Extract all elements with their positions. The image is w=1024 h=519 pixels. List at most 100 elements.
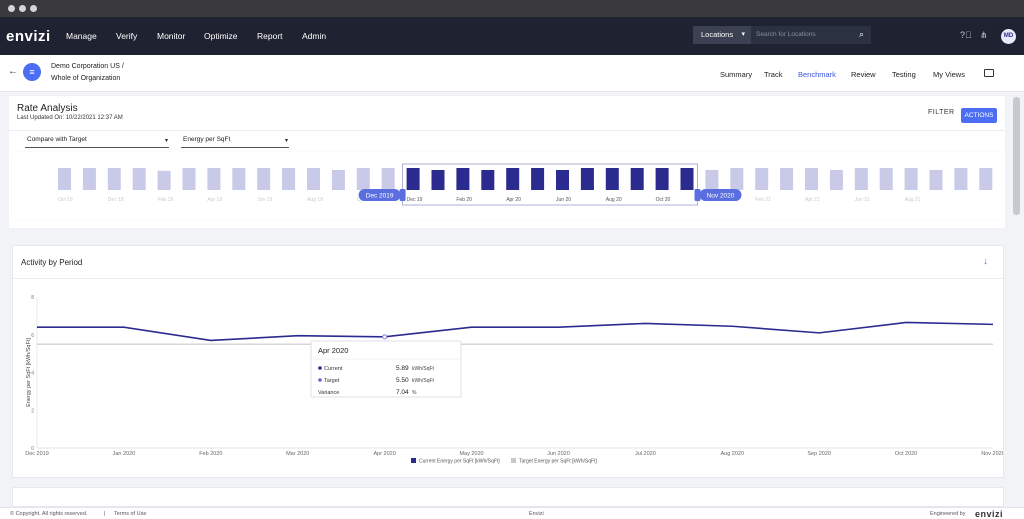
location-search-placeholder: Search for Locations (756, 31, 816, 38)
nav-manage[interactable]: Manage (66, 31, 97, 41)
window-close-dot[interactable] (8, 5, 15, 12)
current-series-line (37, 321, 994, 342)
range-bar (157, 170, 171, 190)
range-selector[interactable]: Oct 18 Dec 18 Feb 19 Apr 19 Jun 19 Aug 19 Oct … (12, 152, 1002, 220)
range-axis-label: Aug 21 (905, 197, 921, 203)
range-bar (531, 168, 545, 190)
nav-verify[interactable]: Verify (116, 31, 138, 41)
tooltip-unit: kWh/SqFt (412, 366, 435, 372)
hover-point-marker (382, 334, 388, 340)
range-bar (929, 170, 943, 190)
x-tick-label: May 2020 (459, 451, 483, 457)
metric-select-value: Energy per SqFt (183, 136, 231, 143)
envizi-logo[interactable]: envizi (6, 28, 51, 45)
range-bar (506, 168, 520, 190)
locations-select[interactable]: Locations ▾ (693, 26, 751, 44)
range-bar (58, 168, 71, 190)
range-axis-label: Jun 19 (257, 197, 272, 203)
tab-track[interactable]: Track (764, 70, 783, 79)
legend-label: Current Energy per SqFt [kWh/SqFt] (419, 459, 500, 465)
caret-down-icon: ▾ (284, 138, 288, 144)
range-axis-label: Dec 19 (407, 197, 423, 203)
top-navigation: envizi Manage Verify Monitor Optimize Re… (0, 17, 1024, 55)
breadcrumb-separator: / (121, 63, 124, 70)
scrollbar[interactable] (1013, 97, 1020, 215)
range-bar (755, 168, 769, 190)
y-axis-label: Energy per SqFt [kWh/SqFt] (26, 338, 32, 407)
compare-select[interactable]: Compare with Target ▾ (25, 136, 169, 148)
tab-benchmark[interactable]: Benchmark (798, 70, 836, 79)
range-bar (730, 168, 744, 190)
tooltip-unit: % (412, 390, 417, 396)
actions-button[interactable]: ACTIONS (961, 108, 997, 123)
nav-monitor[interactable]: Monitor (157, 31, 186, 41)
activity-panel: Activity by Period ↓ 0 2 4 6 8 Dec 2019 Jan 20… (12, 245, 1004, 478)
download-icon[interactable]: ↓ (983, 256, 988, 267)
range-axis-label: Oct 18 (58, 197, 73, 203)
window-minimize-dot[interactable] (19, 5, 26, 12)
user-avatar[interactable]: MD (1001, 29, 1016, 44)
activity-line-chart[interactable]: 0 2 4 6 8 Dec 2019 Jan 2020 Feb 2020 Mar 2020 Apr… (13, 279, 1003, 477)
metric-select[interactable]: Energy per SqFt ▾ (181, 136, 289, 148)
tooltip-label: Variance (318, 390, 339, 396)
tab-review[interactable]: Review (851, 70, 876, 79)
page-title: Rate Analysis (17, 103, 78, 114)
tab-my-views[interactable]: My Views (933, 70, 965, 79)
back-arrow-icon[interactable]: ← (8, 66, 18, 77)
tooltip-value: 7.04 (396, 389, 409, 396)
range-bar (904, 168, 918, 190)
range-bar (556, 170, 569, 190)
range-bar (356, 168, 370, 190)
y-tick-label: 4 (31, 371, 34, 377)
range-bar (431, 170, 445, 190)
divider (13, 278, 1003, 279)
filter-button[interactable]: FILTER (928, 109, 955, 116)
breadcrumb-scope[interactable]: Whole of Organization (51, 75, 121, 82)
breadcrumb-org[interactable]: Demo Corporation US / (51, 63, 124, 70)
nav-admin[interactable]: Admin (302, 31, 327, 41)
window-zoom-dot[interactable] (30, 5, 37, 12)
tooltip-dot (318, 366, 322, 370)
y-tick-label: 2 (31, 408, 34, 414)
range-bar (381, 168, 395, 190)
footer-separator: | (104, 511, 106, 517)
caret-down-icon: ▾ (164, 138, 168, 144)
tooltip-title: Apr 2020 (318, 346, 348, 355)
tooltip-unit: kWh/SqFt (412, 378, 435, 384)
nav-report[interactable]: Report (257, 31, 283, 41)
menu-icon[interactable]: ≡ (23, 63, 41, 81)
hierarchy-icon[interactable]: ⋔ (980, 30, 988, 40)
tooltip-value: 5.89 (396, 365, 409, 372)
x-tick-label: Nov 2020 (981, 451, 1003, 457)
footer-center: Envizi (529, 511, 544, 517)
x-tick-label: Jul 2020 (635, 451, 656, 457)
breadcrumb-org-label: Demo Corporation US (51, 63, 120, 70)
range-bar (954, 168, 968, 190)
terms-link[interactable]: Terms of Use (114, 511, 147, 517)
range-bar (879, 168, 893, 190)
next-panel (12, 487, 1004, 507)
range-axis-label: Apr 19 (207, 197, 222, 203)
video-icon[interactable] (984, 69, 994, 77)
locations-select-label: Locations (701, 30, 734, 39)
legend-label: Target Energy per SqFt [kWh/SqFt] (519, 459, 597, 465)
range-end-label: Nov 2020 (707, 193, 735, 200)
range-selector-chart[interactable]: Oct 18 Dec 18 Feb 19 Apr 19 Jun 19 Aug 19 Oct … (12, 152, 1002, 220)
location-search-input[interactable]: Search for Locations ⌕ (751, 26, 871, 44)
x-tick-label: Apr 2020 (373, 451, 395, 457)
nav-optimize[interactable]: Optimize (204, 31, 238, 41)
range-bar (979, 168, 993, 190)
help-icon[interactable]: ?⃝ (960, 30, 972, 40)
search-icon[interactable]: ⌕ (858, 29, 864, 39)
range-bar (257, 168, 271, 190)
range-bar (107, 168, 121, 190)
compare-select-value: Compare with Target (27, 136, 87, 143)
tooltip-dot (318, 378, 322, 382)
tooltip-label: Current (324, 366, 343, 372)
range-axis-label: Feb 21 (755, 197, 771, 203)
x-tick-label: Jan 2020 (113, 451, 136, 457)
x-tick-label: Dec 2019 (25, 451, 49, 457)
range-bar (406, 168, 420, 190)
tab-summary[interactable]: Summary (720, 70, 753, 79)
tab-testing[interactable]: Testing (892, 70, 916, 79)
